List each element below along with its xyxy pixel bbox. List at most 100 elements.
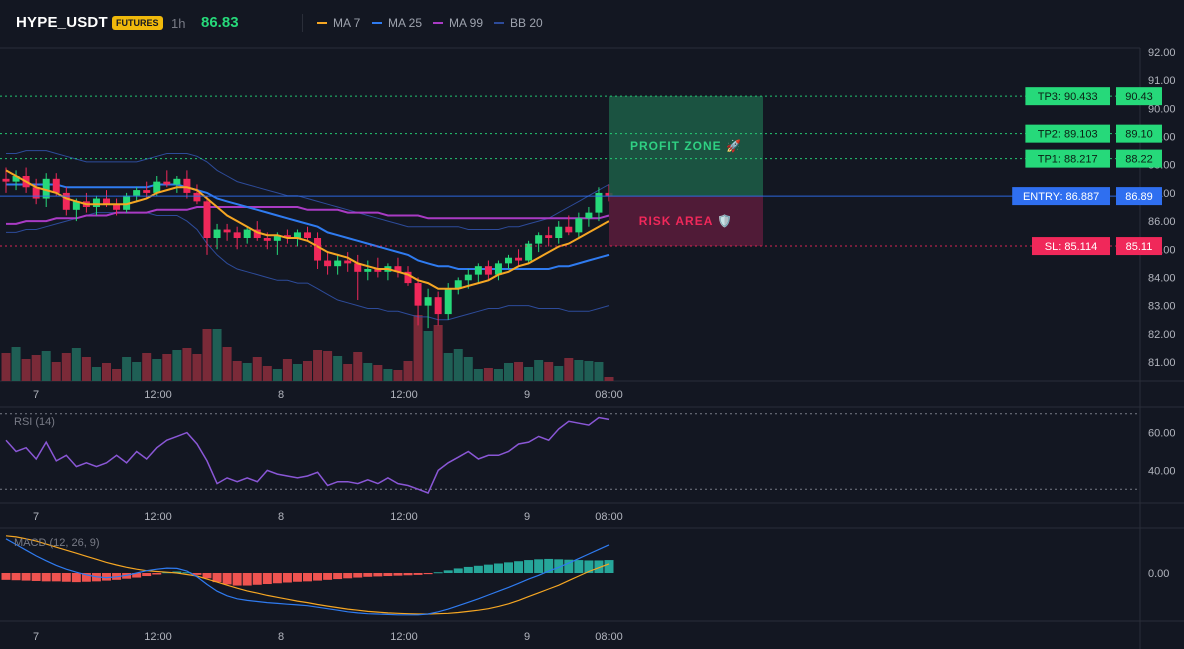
macd-histogram-bar bbox=[604, 560, 614, 573]
candle-body bbox=[183, 178, 191, 193]
tp3-axis-label: 90.43 bbox=[1125, 91, 1153, 103]
tp2-axis-label: 89.10 bbox=[1125, 129, 1153, 141]
chart-header: HYPE_USDT FUTURES 1h 86.83 MA 7 MA 25 MA… bbox=[0, 0, 1184, 48]
macd-tick: 0.00 bbox=[1148, 568, 1169, 580]
candle-body bbox=[374, 269, 382, 272]
candle-body bbox=[515, 257, 523, 261]
volume-bar bbox=[433, 325, 443, 381]
candle-body bbox=[153, 181, 161, 193]
volume-bar bbox=[21, 359, 31, 381]
volume-bar bbox=[483, 368, 493, 381]
candle-body bbox=[304, 232, 311, 238]
candle-body bbox=[223, 229, 231, 233]
macd-histogram-bar bbox=[292, 573, 302, 582]
candle-body bbox=[525, 243, 533, 261]
candle-body bbox=[555, 226, 563, 238]
tp1-axis-bg bbox=[1116, 149, 1162, 168]
market-type-badge: FUTURES bbox=[112, 16, 163, 30]
time-tick: 9 bbox=[524, 389, 530, 401]
candle-body bbox=[454, 280, 462, 289]
candle-body bbox=[32, 187, 40, 199]
volume-bar bbox=[544, 362, 554, 381]
macd-histogram-bar bbox=[443, 570, 453, 573]
candle-body bbox=[273, 235, 281, 241]
volume-bar bbox=[192, 354, 202, 381]
candle-body bbox=[283, 235, 291, 238]
legend-ma25-label: MA 25 bbox=[388, 16, 423, 30]
rsi-pane[interactable]: RSI (14) 60.00 40.00 bbox=[0, 413, 1176, 494]
volume-bar bbox=[303, 361, 312, 381]
macd-histogram-bar bbox=[323, 573, 333, 580]
macd-histogram-bar bbox=[544, 558, 554, 573]
macd-histogram-bar bbox=[403, 573, 413, 576]
macd-histogram-bar bbox=[433, 572, 443, 574]
interval-selector[interactable]: 1h bbox=[171, 16, 186, 31]
candle-body bbox=[474, 266, 482, 275]
entry-axis-bg bbox=[1116, 187, 1162, 206]
candle-body bbox=[193, 192, 201, 202]
volume-bar bbox=[363, 363, 373, 381]
candle-body bbox=[494, 263, 502, 275]
volume-bar bbox=[333, 356, 343, 381]
volume-bar bbox=[473, 369, 483, 381]
volume-bar bbox=[443, 353, 453, 381]
candle-body bbox=[364, 269, 372, 272]
time-tick: 7 bbox=[33, 631, 39, 643]
ma7-swatch bbox=[317, 22, 327, 24]
time-tick: 08:00 bbox=[595, 631, 623, 643]
legend-bb20[interactable]: BB 20 bbox=[494, 16, 543, 30]
macd-line bbox=[5, 538, 610, 616]
last-price: 86.83 bbox=[201, 14, 239, 31]
volume-bar bbox=[574, 360, 584, 381]
volume-bar bbox=[524, 367, 534, 381]
legend-ma99[interactable]: MA 99 bbox=[433, 16, 483, 30]
macd-histogram-bar bbox=[303, 573, 312, 582]
macd-histogram-bar bbox=[132, 573, 142, 578]
macd-histogram-bar bbox=[423, 573, 433, 575]
candle-body bbox=[354, 263, 362, 272]
volume-bar bbox=[102, 363, 111, 381]
tp2-axis-bg bbox=[1116, 124, 1162, 143]
legend-ma7[interactable]: MA 7 bbox=[317, 16, 360, 30]
symbol-name[interactable]: HYPE_USDT bbox=[16, 14, 108, 31]
candle-body bbox=[133, 190, 141, 196]
volume-bar bbox=[71, 348, 81, 381]
macd-histogram-bar bbox=[71, 573, 81, 583]
macd-histogram-bar bbox=[262, 573, 272, 585]
volume-bar bbox=[453, 349, 463, 381]
macd-histogram-bar bbox=[483, 564, 493, 573]
macd-histogram-bar bbox=[564, 559, 574, 573]
macd-histogram-bar bbox=[373, 573, 383, 577]
macd-histogram-bar bbox=[333, 573, 343, 580]
volume-bar bbox=[31, 355, 41, 381]
risk-zone bbox=[609, 196, 763, 247]
candle-body bbox=[263, 238, 271, 241]
volume-bar bbox=[51, 362, 61, 381]
macd-histogram-bar bbox=[172, 571, 182, 573]
macd-title: MACD (12, 26, 9) bbox=[14, 537, 100, 549]
main-price-pane[interactable] bbox=[1, 150, 614, 381]
time-tick: 8 bbox=[278, 389, 284, 401]
candle-body bbox=[505, 257, 512, 264]
macd-histogram-bar bbox=[343, 573, 353, 579]
volume-bar bbox=[594, 362, 604, 381]
tp2-label: TP2: 89.103 bbox=[1038, 129, 1098, 141]
volume-bar bbox=[554, 366, 564, 381]
volume-bar bbox=[423, 331, 433, 381]
macd-histogram-bar bbox=[574, 560, 584, 573]
entry-label-bg bbox=[1012, 187, 1110, 206]
macd-histogram-bar bbox=[21, 573, 31, 581]
legend-ma25[interactable]: MA 25 bbox=[372, 16, 422, 30]
macd-histogram-bar bbox=[493, 563, 503, 573]
candle-body bbox=[324, 260, 332, 267]
volume-bar bbox=[242, 363, 252, 381]
candle-body bbox=[42, 178, 50, 199]
volume-bar bbox=[584, 361, 594, 381]
macd-histogram-bar bbox=[282, 573, 292, 583]
macd-pane[interactable]: MACD (12, 26, 9) 0.00 bbox=[1, 535, 1170, 616]
macd-histogram-bar bbox=[1, 573, 11, 580]
volume-bar bbox=[182, 348, 192, 381]
tp3-label-bg bbox=[1025, 87, 1110, 106]
volume-bar bbox=[41, 351, 51, 381]
